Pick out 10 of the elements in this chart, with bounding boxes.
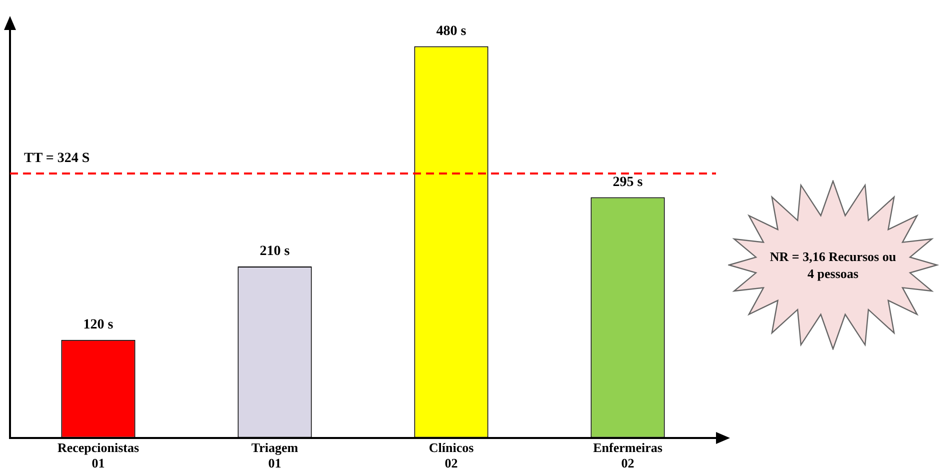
- data-label: 480 s: [436, 24, 467, 39]
- data-label: 120 s: [83, 318, 114, 333]
- x-tick-label: Recepcionistas 01: [57, 440, 140, 471]
- ref-line-label: TT = 324 S: [24, 151, 90, 166]
- x-tick-label: Enfermeiras 02: [593, 440, 662, 471]
- data-label: 210 s: [260, 244, 290, 260]
- x-tick-label: Triagem 01: [251, 440, 298, 471]
- data-label: 295 s: [612, 174, 644, 190]
- x-tick-label: Clínicos 02: [428, 440, 474, 471]
- text: NR = 3,16 Recursos ou 4 pessoas: [768, 248, 898, 282]
